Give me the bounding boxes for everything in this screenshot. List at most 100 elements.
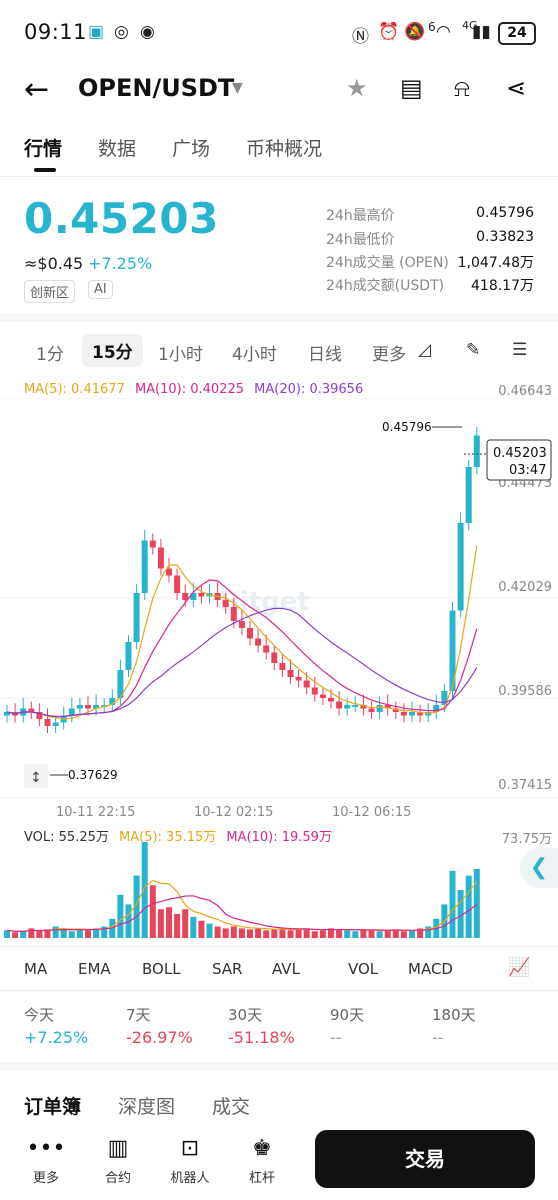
chart-type-icon[interactable]: ◿ bbox=[418, 340, 432, 360]
wifi-label: 6 bbox=[428, 20, 436, 34]
candle-body bbox=[44, 719, 51, 726]
candle-body bbox=[384, 705, 391, 709]
leverage-icon: ♚ bbox=[252, 1136, 272, 1161]
volume-bar bbox=[230, 926, 237, 938]
trade-button[interactable]: 交易 bbox=[315, 1130, 535, 1188]
tab-overview[interactable]: 币种概况 bbox=[246, 138, 323, 160]
indicator-settings-icon[interactable]: 📈 bbox=[508, 957, 531, 978]
alert-bell-icon[interactable]: ⍾ bbox=[454, 74, 470, 102]
candle-body bbox=[157, 547, 164, 569]
candle-body bbox=[255, 638, 262, 646]
tab-trades[interactable]: 成交 bbox=[212, 1096, 251, 1118]
volume-bar bbox=[287, 930, 294, 938]
star-icon[interactable]: ★ bbox=[346, 74, 368, 102]
volume-bar bbox=[190, 916, 197, 938]
volume-bar bbox=[198, 920, 205, 938]
stat-low-label: 24h最低价 bbox=[326, 232, 395, 248]
section-gap bbox=[0, 314, 558, 322]
candle-body bbox=[295, 677, 302, 681]
indicator-ma[interactable]: MA bbox=[24, 960, 48, 978]
interval-4h[interactable]: 4小时 bbox=[232, 345, 277, 365]
tab-depth[interactable]: 深度图 bbox=[118, 1096, 176, 1118]
price-change: +7.25% bbox=[88, 254, 153, 273]
volume-bar bbox=[303, 928, 310, 938]
candle-body bbox=[344, 705, 351, 709]
wifi-icon: ◠ bbox=[436, 22, 451, 42]
indicator-vol[interactable]: VOL bbox=[348, 960, 379, 978]
crosshair-toggle[interactable] bbox=[24, 764, 48, 788]
tab-data[interactable]: 数据 bbox=[98, 138, 137, 160]
share-icon[interactable]: ⋖ bbox=[506, 74, 527, 102]
nav-more[interactable]: ••• 更多 bbox=[16, 1136, 76, 1186]
usd-price: ≈$0.45 bbox=[24, 254, 84, 273]
ma20-line bbox=[6, 607, 478, 718]
robot-icon: ⊡ bbox=[180, 1136, 200, 1161]
time-label: 10-11 22:15 bbox=[56, 805, 136, 820]
tab-square[interactable]: 广场 bbox=[172, 138, 211, 160]
ma5-line bbox=[6, 545, 478, 720]
indicator-sar[interactable]: SAR bbox=[212, 960, 243, 978]
chevron-down-icon[interactable]: ▼ bbox=[232, 80, 243, 96]
draw-pen-icon[interactable]: ✎ bbox=[466, 340, 481, 360]
volume-chart[interactable] bbox=[0, 842, 558, 942]
indicator-bar: MA EMA BOLL SAR AVL VOL MACD 📈 bbox=[0, 954, 558, 984]
candle-body bbox=[368, 708, 375, 712]
stat-turnover-value: 418.17万 bbox=[471, 278, 534, 294]
perf-label: 90天 bbox=[330, 1006, 365, 1024]
indicator-ema[interactable]: EMA bbox=[78, 960, 111, 978]
vol-ma10-line bbox=[6, 895, 478, 932]
candle-body bbox=[400, 712, 407, 716]
nav-futures[interactable]: ▥ 合约 bbox=[88, 1136, 148, 1186]
candle-body bbox=[417, 712, 424, 716]
side-panel-toggle[interactable]: ❮ bbox=[520, 848, 558, 888]
volume-bar bbox=[93, 928, 100, 938]
volume-bar bbox=[384, 930, 391, 938]
candle-body bbox=[141, 540, 148, 593]
candle-body bbox=[433, 705, 440, 712]
interval-day[interactable]: 日线 bbox=[308, 345, 342, 365]
candle-body bbox=[109, 698, 116, 705]
indicator-avl[interactable]: AVL bbox=[272, 960, 300, 978]
candle-body bbox=[279, 663, 286, 670]
last-price-box bbox=[486, 439, 552, 481]
top-tabs: 行情 数据 广场 币种概况 bbox=[0, 128, 558, 176]
time-label: 10-12 06:15 bbox=[332, 805, 412, 820]
app-notification-icon: ▣ bbox=[88, 22, 105, 42]
tag-innovation[interactable]: 创新区 bbox=[24, 280, 76, 303]
volume-bar bbox=[182, 909, 189, 938]
candle-body bbox=[336, 701, 343, 709]
indicator-macd[interactable]: MACD bbox=[408, 960, 453, 978]
candlestick-chart[interactable]: Bitget 0.45796 0.37629 ↕ 0.45203 03:47 bbox=[0, 398, 558, 800]
tag-ai[interactable]: AI bbox=[88, 280, 113, 299]
volume-bar bbox=[149, 885, 156, 938]
interval-1m[interactable]: 1分 bbox=[36, 345, 64, 365]
candle-body bbox=[133, 593, 140, 642]
candle-body bbox=[247, 628, 253, 639]
volume-bar bbox=[4, 930, 10, 938]
volume-bar bbox=[336, 929, 343, 938]
interval-more[interactable]: 更多 bbox=[372, 345, 406, 365]
dots-icon: ••• bbox=[26, 1136, 66, 1161]
volume-bar bbox=[417, 928, 424, 938]
pair-title[interactable]: OPEN/USDT bbox=[78, 74, 235, 102]
settings-sliders-icon[interactable]: ☰ bbox=[512, 340, 528, 360]
tab-market[interactable]: 行情 bbox=[24, 138, 63, 160]
time-label: 10-12 02:15 bbox=[194, 805, 274, 820]
indicator-boll[interactable]: BOLL bbox=[142, 960, 181, 978]
back-arrow-icon[interactable]: ← bbox=[24, 72, 50, 107]
volume-bar bbox=[52, 926, 59, 938]
candle-body bbox=[117, 670, 124, 698]
interval-15m[interactable]: 15分 bbox=[82, 334, 143, 367]
stat-high-value: 0.45796 bbox=[476, 205, 534, 221]
ma20-value: MA(20): 0.39656 bbox=[254, 382, 364, 397]
status-time: 09:11 bbox=[24, 20, 88, 44]
interval-1h[interactable]: 1小时 bbox=[158, 345, 203, 365]
nav-margin[interactable]: ♚ 杠杆 bbox=[232, 1136, 292, 1186]
nav-bot[interactable]: ⊡ 机器人 bbox=[160, 1136, 220, 1186]
candle-body bbox=[465, 467, 472, 523]
notebook-icon[interactable]: ▤ bbox=[400, 74, 423, 102]
tab-orderbook[interactable]: 订单簿 bbox=[24, 1096, 82, 1118]
candle-body bbox=[222, 600, 229, 607]
volume-bar bbox=[311, 931, 318, 938]
volume-bar bbox=[101, 926, 108, 938]
